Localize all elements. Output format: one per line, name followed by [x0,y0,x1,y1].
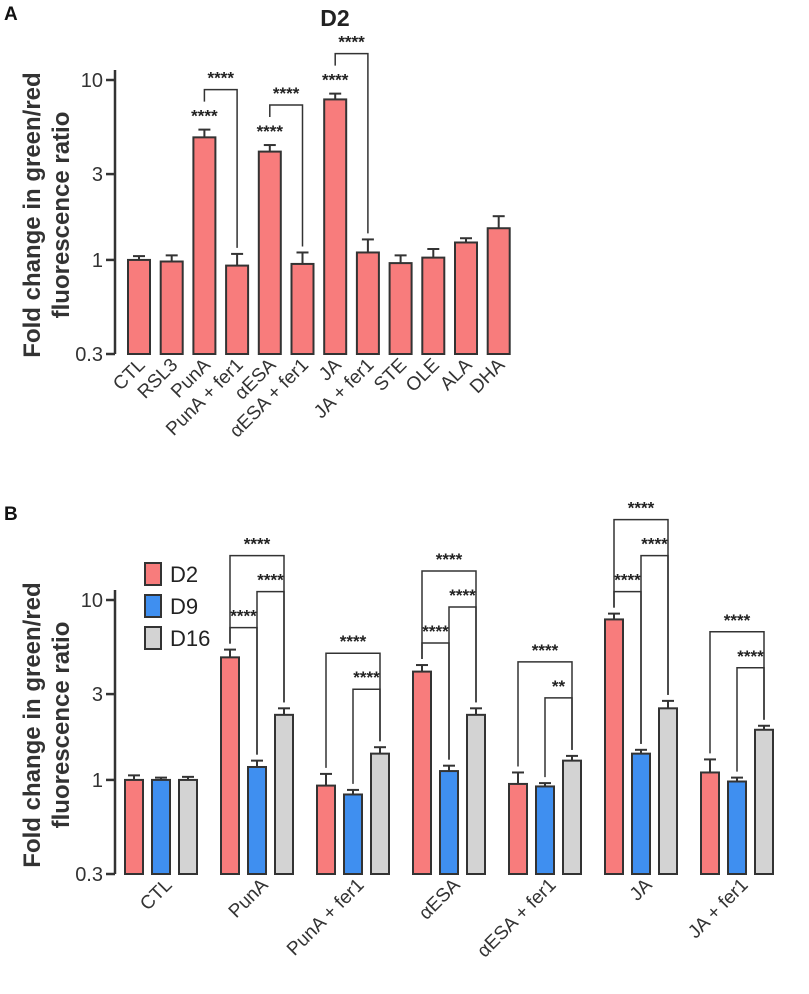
bar-b-0-D9 [151,778,171,876]
y-axis-label: Fold change in green/redfluorescence rat… [19,582,75,867]
x-label-b-6: JA + fer1 [684,875,752,943]
bar-a-10 [454,241,478,355]
chart-a: 0.3 1 3 10 Fold change in green/redfluoresce… [19,33,511,442]
sig-b-3-label: **** [353,668,380,687]
bar-b-3-D16 [466,713,486,876]
sig-b-14-bracket [709,631,765,754]
bar-b-4-D16 [562,759,582,876]
sig-b-8-label: ** [552,677,566,696]
sig-b-4-label: **** [340,632,367,651]
sig-a-3-label: **** [273,84,300,103]
sig-a-1-bracket [203,88,238,248]
y-axis-label-line: Fold change in green/red [19,72,46,357]
legend-label-D9: D9 [170,594,198,619]
bar-a-8 [388,262,413,356]
sig-b-2-label: **** [244,535,271,554]
sig-b-11-label: **** [641,535,668,554]
sig-a-3-bracket [269,104,304,247]
bar-b-2-D9 [343,793,363,875]
sig-a-5-bracket [334,52,369,234]
y-axis-label-line: Fold change in green/red [19,582,46,867]
sig-b-4-bracket [325,652,381,768]
bar-b-3-D2 [412,670,432,875]
bar-b-5-D9 [631,752,651,875]
bar-b-3-D9 [439,770,459,875]
sig-b-7-label: **** [436,550,463,569]
y-axis-label: Fold change in green/redfluorescence rat… [19,72,75,357]
bar-b-4-D9 [535,785,555,876]
bar-a-7 [355,251,380,355]
sig-b-10-label: **** [614,571,641,590]
x-label-b-5: JA [626,874,657,905]
legend-label-D16: D16 [170,626,210,651]
bar-a-1 [159,260,184,356]
sig-a-0: **** [191,107,218,126]
y-tick-label-0.3: 0.3 [75,344,103,366]
x-label-a-9: OLE [402,355,444,397]
sig-b-9-label: **** [532,641,559,660]
bar-a-0 [127,258,151,355]
sig-b-7-bracket [421,570,477,703]
y-tick-label-1: 1 [92,770,103,792]
panel-a-title: D2 [320,5,349,31]
sig-b-12-label: **** [628,499,655,518]
legend-swatch-D9 [144,594,162,618]
bar-b-1-D16 [274,713,294,876]
sig-a-1-label: **** [208,69,235,88]
legend-swatch-D2 [144,562,162,586]
sig-b-14-label: **** [724,611,751,630]
legend-swatch-D16 [144,626,162,650]
x-label-a-8: STE [370,355,411,396]
panel-a-letter: A [4,4,18,25]
y-axis-label-line: fluorescence ratio [48,622,75,829]
bar-b-0-D2 [124,778,144,876]
sig-b-5-label: **** [422,622,449,641]
bar-a-11 [486,227,511,355]
bar-b-6-D9 [727,780,747,876]
sig-b-0-label: **** [230,607,257,626]
y-tick-label-1: 1 [92,250,103,272]
bar-b-2-D16 [370,752,390,875]
sig-a-4: **** [322,71,349,90]
x-label-b-1: PunA [225,874,273,922]
bar-b-0-D16 [178,778,198,876]
bar-a-2 [192,136,217,355]
chart-b: 0.3 1 3 10 Fold change in green/redfluoresce… [19,499,774,962]
y-tick-label-10: 10 [81,590,103,612]
x-label-b-4: αESA + fer1 [473,875,560,962]
y-tick-label-3: 3 [92,164,103,186]
sig-b-1-label: **** [257,571,284,590]
bar-b-2-D2 [316,784,336,875]
sig-a-2: **** [257,122,284,141]
bar-b-6-D16 [754,728,774,875]
x-label-b-2: PunA + fer1 [283,875,368,960]
x-label-b-3: αESA [415,874,465,924]
sig-b-6-label: **** [449,586,476,605]
bar-b-1-D2 [220,656,240,876]
sig-b-13-label: **** [737,647,764,666]
sig-b-2-bracket [229,554,285,703]
bar-b-1-D9 [247,765,267,875]
bar-b-6-D2 [700,771,720,875]
panel-b-letter: B [4,504,18,525]
bar-a-3 [225,264,250,355]
y-tick-label-3: 3 [92,684,103,706]
bar-b-5-D2 [604,618,624,876]
x-label-b-0: CTL [136,875,176,915]
bar-a-6 [323,98,348,355]
bar-b-5-D16 [658,707,678,876]
sig-b-9-bracket [517,661,573,767]
bar-b-4-D2 [508,782,528,875]
legend-label-D2: D2 [170,562,198,587]
y-tick-label-0.3: 0.3 [75,864,103,886]
bar-a-5 [290,262,315,355]
bar-a-9 [421,256,446,356]
x-label-a-11: DHA [466,354,509,397]
y-tick-label-10: 10 [81,70,103,92]
bar-a-4 [257,150,282,355]
y-axis-label-line: fluorescence ratio [48,112,75,319]
sig-a-5-label: **** [338,33,365,52]
sig-b-12-bracket [613,518,669,695]
